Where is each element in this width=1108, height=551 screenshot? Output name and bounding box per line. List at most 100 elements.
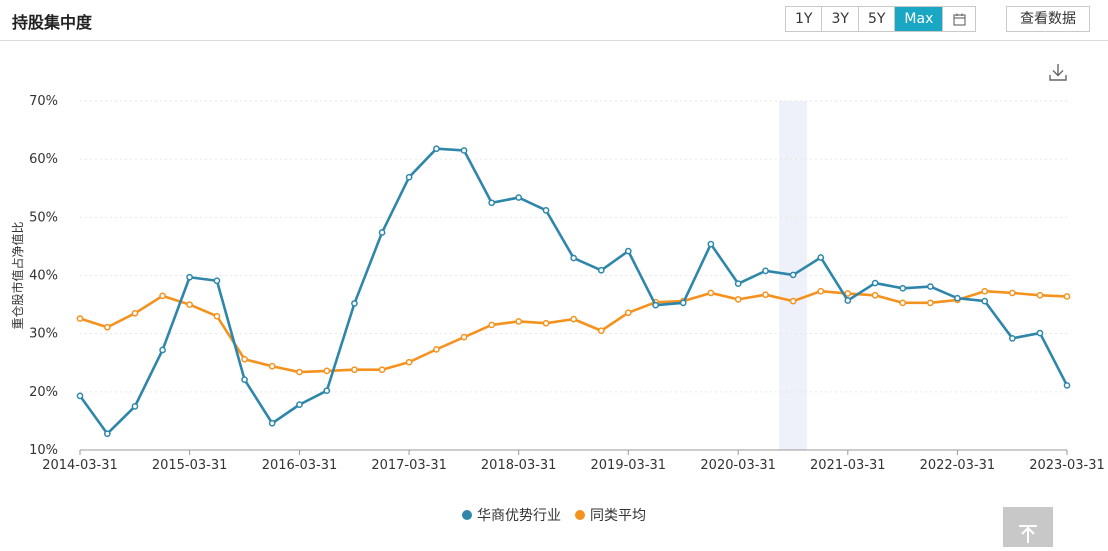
- series-2-point: [624, 309, 632, 317]
- series-1-point: [351, 300, 358, 307]
- series-1-point: [323, 387, 331, 395]
- series-2-point: [734, 295, 742, 303]
- y-tick-label: 40%: [29, 269, 58, 284]
- series-2-point: [159, 292, 166, 300]
- series-2-point: [323, 367, 331, 375]
- series-1-point: [405, 173, 413, 181]
- series-1-point: [679, 299, 687, 307]
- series-1-point: [899, 284, 907, 292]
- x-tick-label: 2016-03-31: [262, 458, 338, 473]
- range-1y-button[interactable]: 1Y: [786, 7, 823, 31]
- view-data-button[interactable]: 查看数据: [1006, 6, 1090, 32]
- series-2-point: [570, 315, 578, 323]
- legend-label-series-2: 同类平均: [590, 508, 646, 524]
- series-1-point: [542, 207, 550, 214]
- series-2-point: [213, 312, 221, 320]
- series-1-point: [871, 279, 879, 287]
- legend-item-series-1[interactable]: 华商优势行业: [462, 505, 561, 525]
- series-2-point: [844, 290, 852, 297]
- series-1-point: [433, 145, 440, 153]
- arrow-up-icon: [1019, 525, 1037, 543]
- series-2-line: [79, 289, 1068, 374]
- series-2-point: [488, 321, 496, 329]
- series-1-point: [159, 346, 166, 354]
- series-2-point: [76, 315, 84, 322]
- back-to-top-button[interactable]: [1003, 507, 1053, 547]
- calendar-icon: [953, 13, 966, 25]
- series-1-point: [789, 271, 797, 279]
- series-1-point: [1036, 329, 1044, 337]
- page-title: 持股集中度: [12, 13, 93, 32]
- series-1-point: [570, 254, 578, 262]
- legend-marker-series-2: [575, 510, 585, 520]
- series-1-point: [241, 376, 248, 383]
- series-1-point: [652, 301, 659, 309]
- series-1-point: [296, 401, 303, 408]
- series-1-point: [460, 147, 468, 154]
- x-tick-label: 2021-03-31: [810, 458, 886, 473]
- series-2-point: [927, 299, 934, 307]
- x-tick-label: 2014-03-31: [42, 458, 118, 473]
- legend-item-series-2[interactable]: 同类平均: [575, 505, 646, 525]
- y-axis-label: 重仓股市值占净值比: [10, 221, 25, 329]
- series-1-point: [515, 194, 523, 201]
- series-2-point: [762, 291, 769, 299]
- y-tick-label: 20%: [29, 385, 58, 400]
- series-2-point: [296, 368, 303, 376]
- series-2-point: [707, 289, 715, 297]
- series-1-line: [78, 147, 1069, 436]
- chart-header: 持股集中度 1Y 3Y 5Y Max 查看数据: [0, 0, 1108, 41]
- range-max-button[interactable]: Max: [895, 7, 944, 31]
- line-chart: 10% 20% 30% 40% 50% 60% 70% 2014-03-31 2015-03-3…: [10, 94, 1105, 473]
- series-1-point: [734, 280, 742, 287]
- series-1-point: [927, 283, 934, 290]
- x-tick-label: 2015-03-31: [152, 458, 228, 473]
- series-2-point: [817, 287, 825, 295]
- series-2-point: [1063, 293, 1071, 300]
- series-2-point: [899, 299, 907, 307]
- series-1-point: [488, 199, 496, 207]
- legend-label-series-1: 华商优势行业: [477, 508, 561, 524]
- series-1-point: [624, 247, 632, 255]
- series-2-point: [351, 366, 358, 374]
- x-tick-label: 2023-03-31: [1029, 458, 1105, 473]
- x-tick-label: 2017-03-31: [371, 458, 447, 473]
- x-tick-label: 2019-03-31: [591, 458, 667, 473]
- series-2-point: [1036, 291, 1044, 299]
- y-tick-label: 30%: [29, 327, 58, 342]
- series-1-point: [103, 430, 111, 438]
- download-icon[interactable]: [1047, 61, 1069, 83]
- series-1-point: [981, 297, 989, 305]
- series-1-point: [213, 277, 221, 285]
- x-tick-label: 2022-03-31: [920, 458, 996, 473]
- series-1-point: [762, 267, 769, 275]
- legend-marker-series-1: [462, 510, 472, 520]
- series-1-point: [1063, 382, 1071, 389]
- calendar-button[interactable]: [943, 7, 976, 31]
- series-2-point: [131, 309, 139, 317]
- series-2-point: [542, 319, 550, 327]
- series-2-point: [103, 323, 111, 331]
- series-2-point: [241, 355, 248, 363]
- chart-legend: 华商优势行业 同类平均: [0, 505, 1108, 525]
- series-2-point: [460, 333, 468, 341]
- range-3y-button[interactable]: 3Y: [822, 7, 859, 31]
- y-tick-label: 10%: [29, 443, 58, 458]
- series-1-point: [268, 419, 276, 427]
- y-tick-label: 50%: [29, 210, 58, 225]
- series-1-point: [378, 229, 386, 236]
- series-2-point: [186, 301, 193, 308]
- series-2-point: [789, 297, 797, 305]
- series-2-point: [981, 287, 989, 295]
- range-5y-button[interactable]: 5Y: [858, 7, 896, 31]
- series-2-point: [405, 358, 413, 366]
- series-1-point: [186, 273, 193, 281]
- series-2-point: [515, 318, 523, 325]
- series-1-point: [597, 266, 605, 274]
- range-selector: 1Y 3Y 5Y Max: [785, 6, 977, 32]
- series-1-point: [131, 403, 139, 410]
- series-2-point: [268, 362, 276, 370]
- series-2-point: [597, 327, 605, 335]
- x-tick-label: 2018-03-31: [481, 458, 557, 473]
- series-2-point: [378, 366, 386, 374]
